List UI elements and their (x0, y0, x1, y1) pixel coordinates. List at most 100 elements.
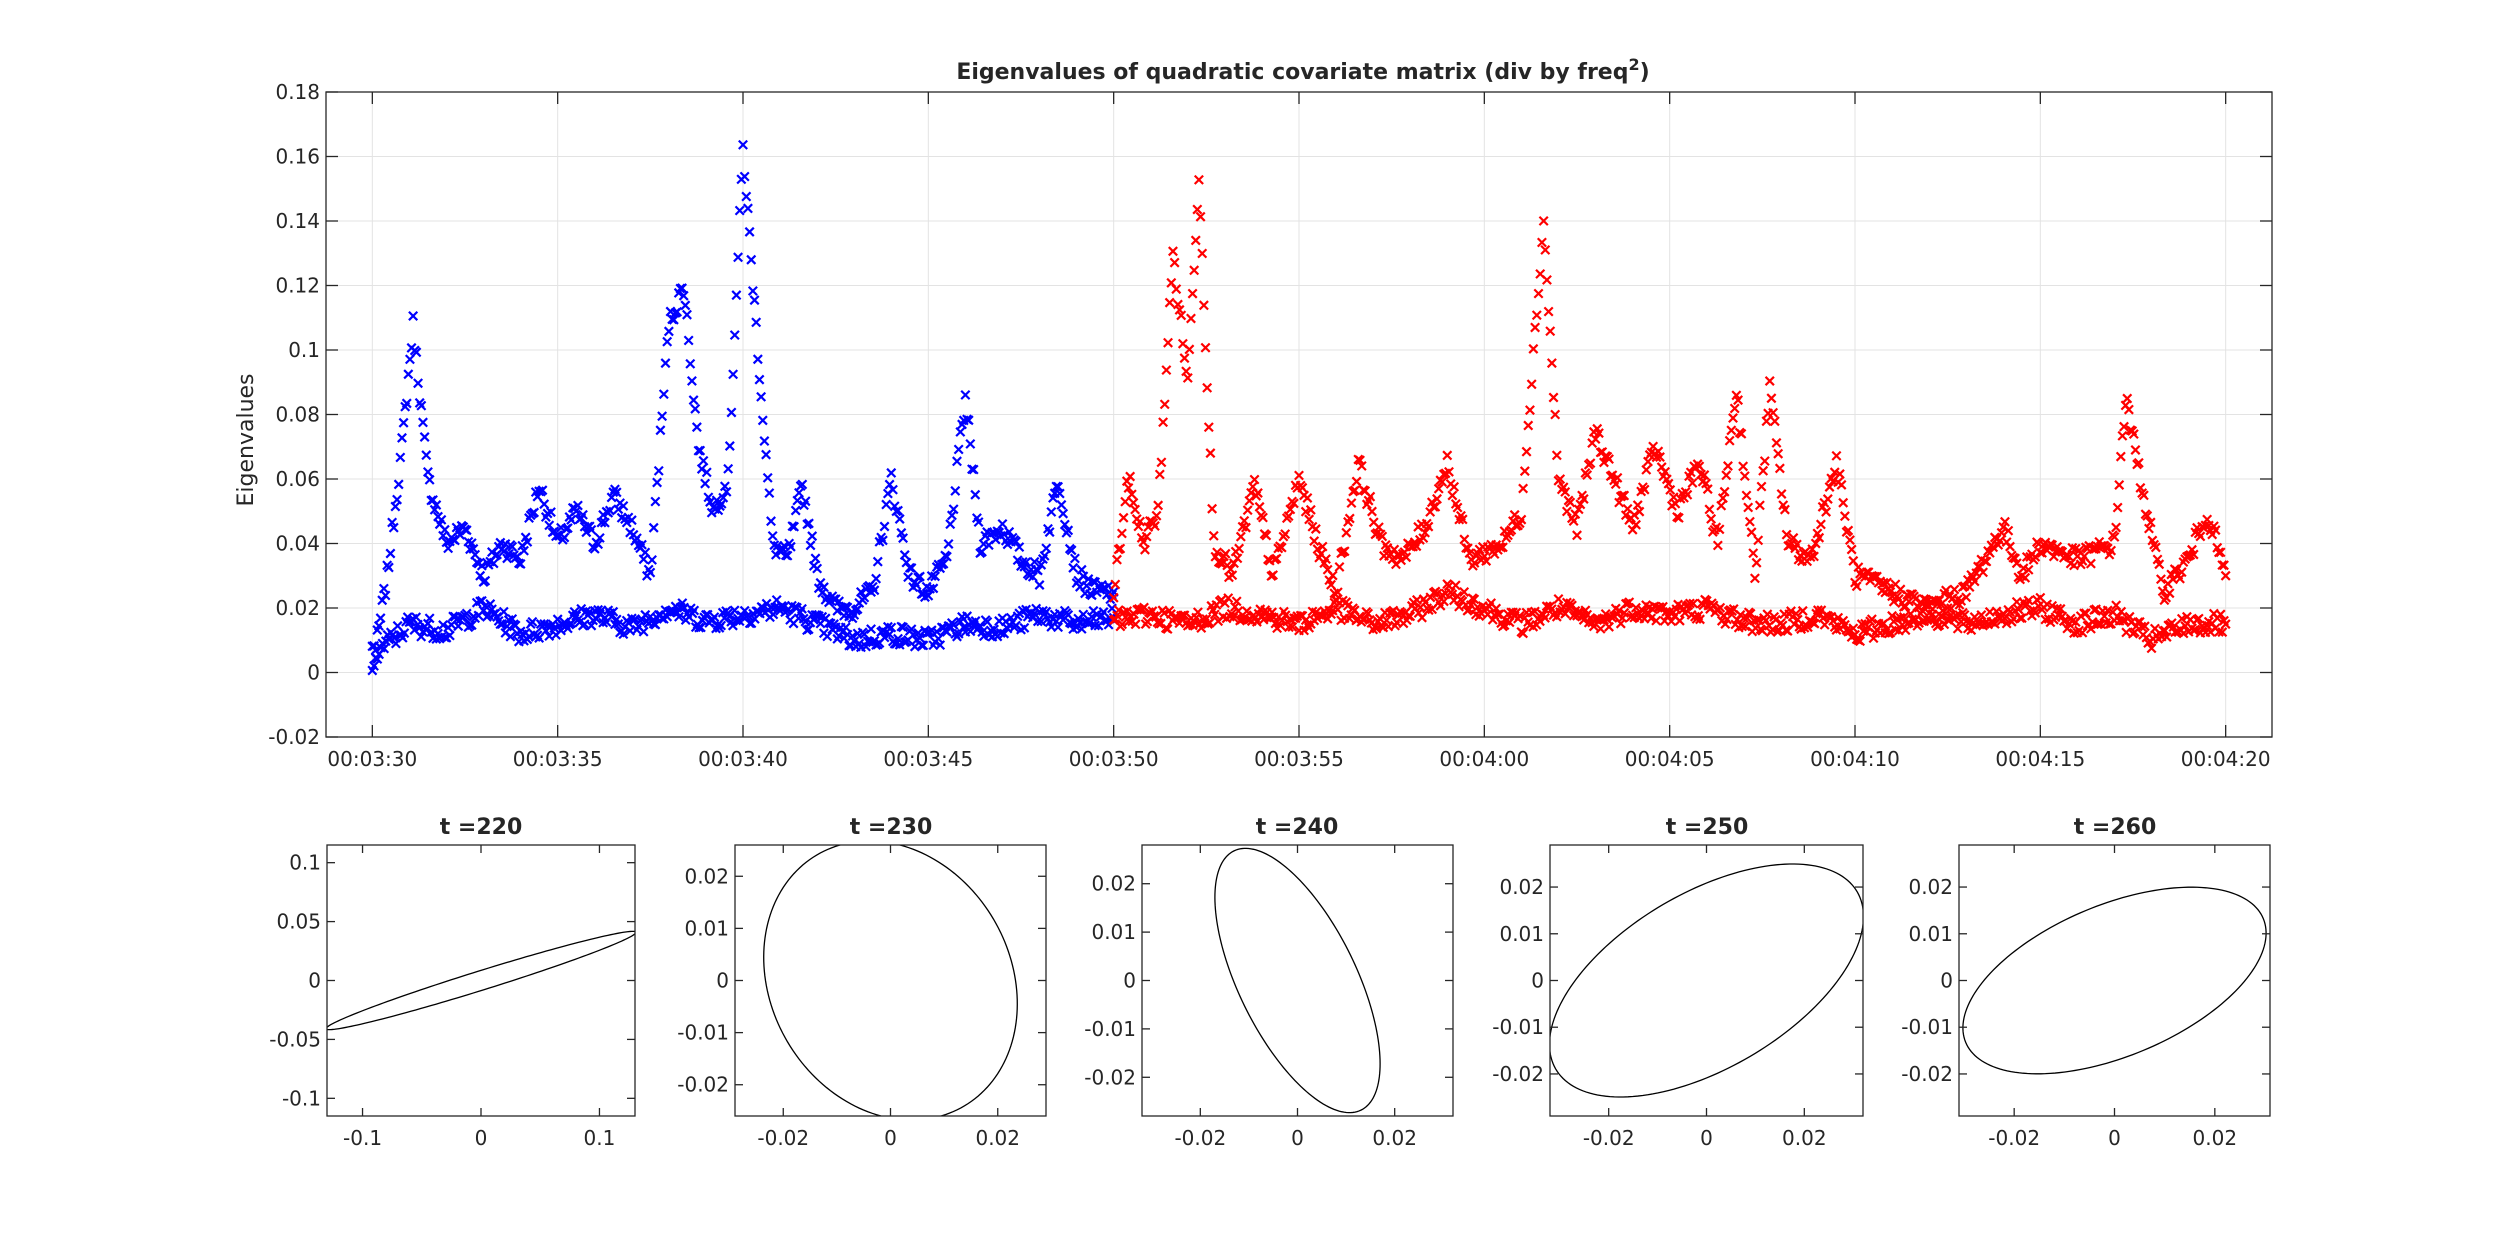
eigenvalue-marker (1543, 306, 1554, 317)
eigenvalue-marker (418, 417, 428, 428)
eigenvalue-marker (1204, 617, 1215, 628)
eigenvalue-marker (2164, 588, 2175, 599)
eigenvalue-marker (698, 455, 709, 466)
eigenvalue-marker (688, 395, 699, 406)
eigenvalue-marker (586, 524, 597, 535)
eigenvalue-marker (690, 403, 701, 414)
eigenvalue-marker (1090, 620, 1101, 631)
eigenvalue-marker (1125, 471, 1136, 482)
eigenvalue-marker (1846, 544, 1857, 555)
eigenvalue-marker (498, 606, 509, 617)
eigenvalue-marker (1984, 547, 1995, 558)
eigenvalue-marker (2005, 541, 2015, 552)
eigenvalue-marker (677, 283, 688, 294)
covariance-ellipse (1550, 863, 1863, 1098)
eigenvalue-marker (1553, 593, 1564, 604)
eigenvalue-marker (696, 463, 707, 474)
subplot-y-tick-label: 0.01 (684, 916, 729, 940)
eigenvalue-marker (1981, 556, 1992, 567)
eigenvalue-marker (1737, 621, 1748, 632)
eigenvalue-marker (1004, 526, 1015, 537)
eigenvalue-marker (1941, 585, 1951, 596)
eigenvalue-marker (652, 477, 663, 488)
subplot-y-tick-label: -0.01 (1084, 1017, 1136, 1041)
eigenvalue-marker (1961, 616, 1972, 627)
covariance-ellipse (1962, 886, 2267, 1075)
eigenvalue-marker (1447, 490, 1458, 501)
eigenvalue-marker (1704, 504, 1715, 515)
eigenvalue-marker (2122, 393, 2133, 404)
eigenvalue-marker (1122, 606, 1133, 617)
eigenvalue-marker (886, 467, 897, 478)
eigenvalue-marker (1942, 603, 1953, 614)
eigenvalue-marker (906, 563, 917, 573)
x-tick-label: 00:03:35 (513, 747, 603, 771)
eigenvalue-marker (1834, 469, 1845, 479)
eigenvalue-marker (1560, 608, 1571, 619)
subplot-3: t =240 -0.02 0 0.02 -0.02 -0.01 0 0.01 0.02 (1084, 815, 1454, 1150)
eigenvalue-marker (1752, 614, 1763, 625)
subplot-x-tick-label: 0 (884, 1126, 897, 1150)
subplot-y-tick-label: 0.01 (1091, 920, 1136, 944)
y-tick-label: 0.16 (275, 145, 320, 169)
eigenvalue-marker (1116, 528, 1127, 539)
eigenvalue-marker (2099, 611, 2110, 622)
eigenvalue-marker (1420, 527, 1431, 538)
eigenvalue-marker (1078, 571, 1089, 582)
series-large_eigenvalue (367, 139, 1119, 676)
eigenvalue-marker (1010, 536, 1021, 547)
eigenvalue-marker (794, 487, 804, 498)
main-chart-title: Eigenvalues of quadratic covariate matri… (956, 55, 1649, 85)
eigenvalue-marker (1744, 516, 1755, 527)
eigenvalue-marker (1305, 504, 1316, 515)
eigenvalue-marker (1469, 557, 1480, 568)
eigenvalue-marker (1241, 606, 1252, 617)
eigenvalue-marker (752, 354, 763, 365)
x-tick-label: 00:04:05 (1625, 747, 1715, 771)
eigenvalue-marker (1163, 337, 1174, 348)
eigenvalue-marker (1032, 616, 1043, 627)
eigenvalue-marker (866, 624, 877, 635)
eigenvalue-marker (1831, 450, 1842, 461)
eigenvalue-marker (1249, 474, 1260, 485)
eigenvalue-marker (1779, 504, 1790, 515)
eigenvalue-marker (925, 583, 935, 594)
eigenvalue-marker (638, 626, 649, 637)
eigenvalue-marker (1701, 478, 1712, 489)
eigenvalue-marker (1164, 297, 1175, 308)
eigenvalue-marker (1271, 553, 1282, 564)
eigenvalue-marker (1309, 536, 1320, 547)
eigenvalue-marker (1438, 596, 1449, 607)
eigenvalue-marker (1839, 511, 1850, 522)
eigenvalue-marker (1524, 405, 1535, 416)
eigenvalue-marker (1768, 407, 1779, 418)
eigenvalue-marker (1550, 409, 1561, 420)
eigenvalue-marker (1367, 506, 1377, 517)
eigenvalue-marker (1776, 489, 1787, 499)
eigenvalue-marker (1920, 600, 1931, 611)
eigenvalue-marker (879, 521, 890, 532)
eigenvalue-marker (1561, 506, 1572, 517)
eigenvalue-marker (1578, 493, 1589, 504)
eigenvalue-marker (1753, 535, 1764, 546)
eigenvalue-marker (1949, 584, 1960, 595)
eigenvalue-marker (1757, 625, 1768, 636)
subplot-y-tick-label: 0 (308, 969, 321, 993)
eigenvalue-marker (618, 629, 629, 640)
eigenvalue-marker (1344, 513, 1355, 524)
eigenvalue-marker (1682, 489, 1693, 500)
subplot-5: t =260 -0.02 0 0.02 -0.02 -0.01 0 0.01 0.02 (1901, 815, 2271, 1150)
eigenvalue-marker (1781, 529, 1792, 540)
eigenvalue-marker (1437, 476, 1448, 487)
eigenvalue-marker (1454, 601, 1465, 612)
eigenvalue-marker (749, 295, 760, 306)
eigenvalue-marker (1810, 538, 1821, 549)
eigenvalue-marker (571, 506, 582, 517)
eigenvalue-marker (970, 489, 981, 500)
covariance-ellipse (1214, 847, 1381, 1114)
eigenvalue-marker (1844, 535, 1855, 546)
eigenvalue-marker (1342, 600, 1353, 611)
eigenvalue-marker (887, 484, 898, 495)
eigenvalue-marker (529, 507, 540, 518)
